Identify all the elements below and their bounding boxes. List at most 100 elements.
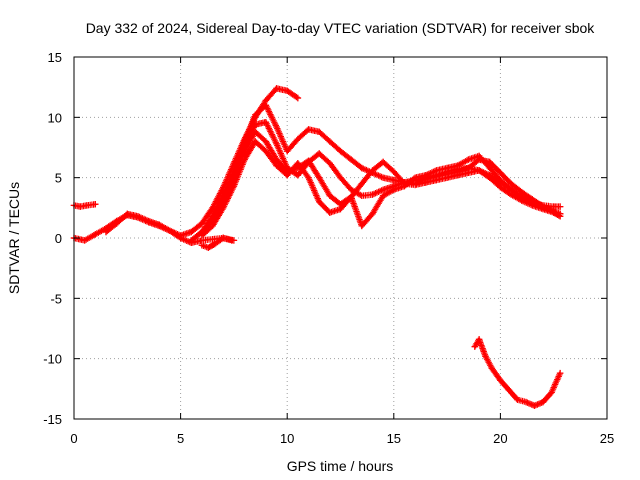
data-point <box>262 138 270 145</box>
y-tick-label: -5 <box>50 291 62 306</box>
data-point <box>294 135 302 143</box>
data-point <box>230 182 238 190</box>
data-point <box>556 203 564 210</box>
data-point <box>83 202 90 209</box>
data-point <box>294 94 302 102</box>
data-point <box>209 236 216 243</box>
data-point <box>252 128 259 136</box>
data-point <box>198 242 206 249</box>
series-track-b <box>70 201 99 210</box>
y-tick-label: 15 <box>48 50 62 65</box>
data-point <box>134 213 142 220</box>
data-point <box>273 140 280 148</box>
data-point <box>81 237 88 244</box>
x-tick-label: 0 <box>70 431 77 446</box>
data-point <box>294 159 302 167</box>
data-point <box>379 174 387 181</box>
x-tick-label: 20 <box>493 431 507 446</box>
data-point <box>337 174 344 181</box>
data-point <box>262 102 270 109</box>
y-tick-label: 0 <box>55 231 62 246</box>
data-point <box>443 174 451 181</box>
data-point <box>347 186 355 193</box>
data-point <box>305 174 312 181</box>
data-point <box>379 186 387 193</box>
data-point <box>102 228 110 236</box>
data-point <box>347 156 355 163</box>
data-point <box>486 164 493 172</box>
data-point <box>326 159 334 167</box>
data-point <box>550 208 557 215</box>
tick-labels: 0 5 10 15 20 25 -15 -10 -5 0 5 10 15 <box>43 50 614 446</box>
data-point <box>465 156 472 163</box>
data-point <box>315 150 323 157</box>
data-point <box>284 147 291 155</box>
data-point <box>198 232 206 239</box>
data-point <box>145 217 152 225</box>
data-point <box>273 123 280 131</box>
data-point <box>379 192 387 199</box>
data-point <box>522 398 530 406</box>
data-point <box>198 220 206 227</box>
data-point <box>411 174 419 181</box>
data-point <box>188 228 195 236</box>
data-point <box>369 191 376 198</box>
data-point <box>177 234 184 242</box>
y-tick-label: -15 <box>43 412 62 427</box>
data-point <box>465 169 472 177</box>
data-point <box>220 234 227 242</box>
data-point <box>358 192 366 199</box>
data-point <box>411 181 419 189</box>
data-point <box>315 198 323 205</box>
data-point <box>284 87 291 94</box>
data-point <box>548 389 555 396</box>
data-point <box>531 402 538 409</box>
data-point <box>273 85 280 92</box>
data-point <box>497 184 504 191</box>
data-point <box>497 176 504 184</box>
data-point <box>369 210 376 218</box>
ticks <box>73 56 608 420</box>
data-point <box>188 237 195 244</box>
series-track-h <box>198 234 235 251</box>
data-point <box>326 138 334 145</box>
data-point <box>529 199 536 207</box>
data-point <box>482 353 489 360</box>
data-point <box>92 231 99 238</box>
data-point <box>379 158 387 166</box>
data-point <box>252 121 259 128</box>
y-tick-label: 10 <box>48 110 62 125</box>
data-point <box>262 147 270 155</box>
data-point <box>454 162 461 169</box>
data-point <box>488 365 496 372</box>
data-point <box>326 192 334 199</box>
data-point <box>454 172 461 179</box>
data-point <box>77 203 84 210</box>
data-markers <box>70 85 564 409</box>
series-track-i <box>471 336 564 409</box>
data-point <box>315 128 323 136</box>
data-point <box>556 210 564 218</box>
data-point <box>433 167 440 174</box>
data-point <box>228 237 235 244</box>
data-point <box>475 167 483 174</box>
data-point <box>514 396 521 403</box>
data-point <box>209 222 216 230</box>
data-point <box>326 209 334 216</box>
data-point <box>433 176 440 184</box>
data-point <box>262 118 270 126</box>
data-point <box>505 386 513 394</box>
data-point <box>305 157 312 164</box>
data-point <box>252 138 259 145</box>
data-point <box>475 152 483 160</box>
data-point <box>401 182 408 190</box>
data-point <box>220 204 227 212</box>
x-axis-label: GPS time / hours <box>287 458 394 474</box>
data-point <box>358 180 366 187</box>
x-tick-label: 5 <box>177 431 184 446</box>
data-point <box>315 174 323 181</box>
data-point <box>92 201 99 208</box>
data-point <box>337 147 344 155</box>
data-point <box>205 244 212 251</box>
